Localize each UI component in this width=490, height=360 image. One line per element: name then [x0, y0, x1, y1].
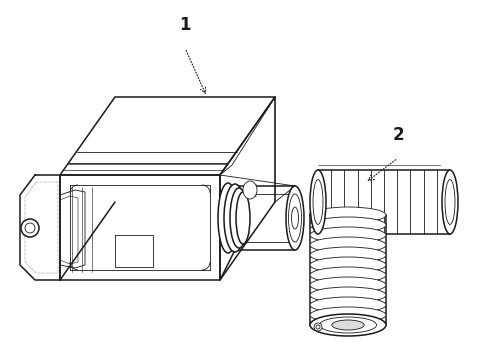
Circle shape [21, 219, 39, 237]
Ellipse shape [310, 297, 386, 313]
Ellipse shape [310, 287, 386, 303]
Ellipse shape [310, 257, 386, 273]
Ellipse shape [310, 307, 386, 323]
Ellipse shape [292, 207, 298, 229]
Ellipse shape [313, 180, 323, 224]
Circle shape [314, 323, 322, 331]
Ellipse shape [310, 207, 386, 223]
Text: 2: 2 [392, 126, 404, 144]
Ellipse shape [310, 314, 386, 336]
Ellipse shape [445, 180, 455, 224]
Ellipse shape [230, 188, 248, 248]
Text: 1: 1 [179, 16, 191, 34]
Circle shape [25, 223, 35, 233]
Ellipse shape [310, 227, 386, 243]
Ellipse shape [442, 170, 458, 234]
Ellipse shape [243, 181, 257, 199]
Ellipse shape [224, 184, 246, 252]
Ellipse shape [332, 320, 364, 330]
Ellipse shape [310, 267, 386, 283]
Ellipse shape [286, 186, 304, 250]
Ellipse shape [310, 170, 326, 234]
Ellipse shape [310, 247, 386, 263]
Ellipse shape [319, 317, 376, 333]
Ellipse shape [310, 217, 386, 233]
Ellipse shape [236, 192, 250, 244]
Ellipse shape [310, 237, 386, 253]
Ellipse shape [310, 277, 386, 293]
Ellipse shape [218, 183, 238, 253]
Ellipse shape [310, 317, 386, 333]
Circle shape [316, 325, 320, 329]
Ellipse shape [289, 194, 301, 242]
